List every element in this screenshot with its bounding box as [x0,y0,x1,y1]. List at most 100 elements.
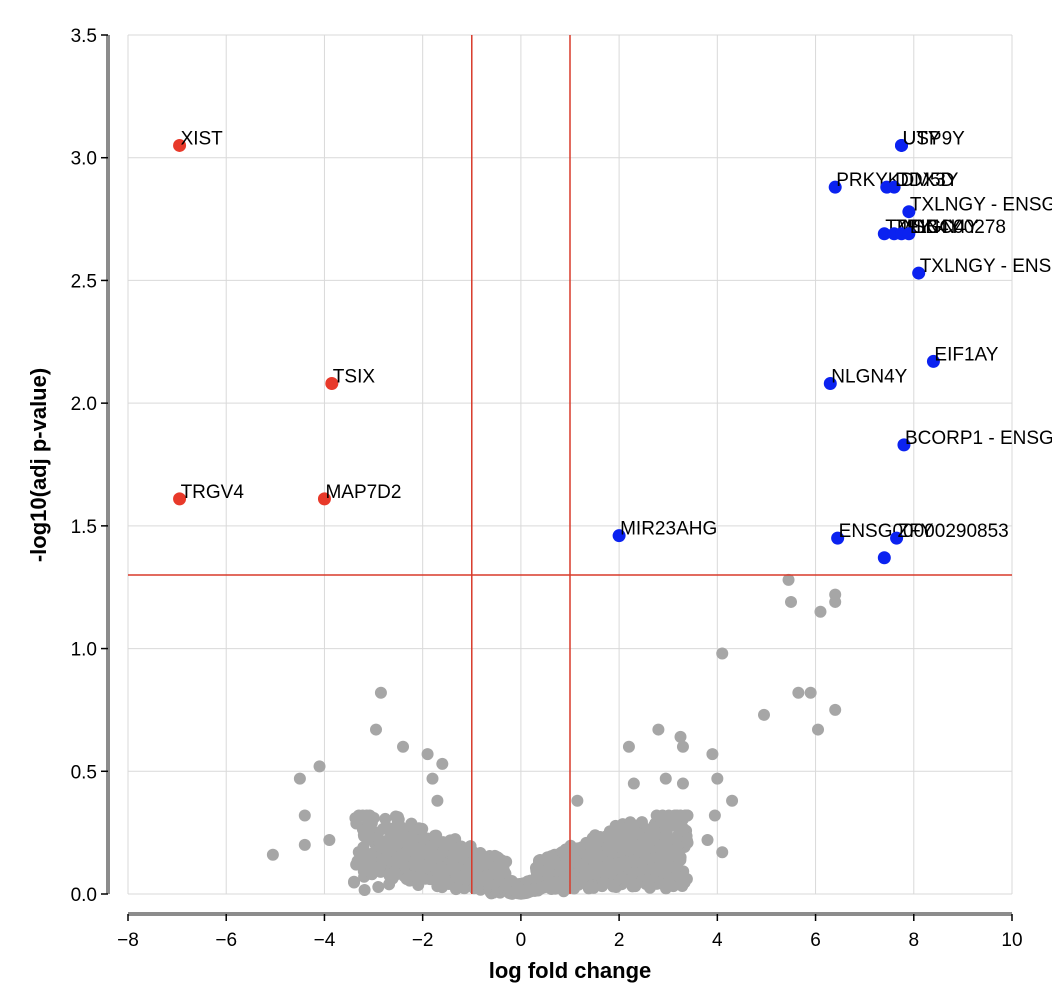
nonsignificant-point [357,865,370,878]
point-label: MAP7D2 [325,482,401,503]
significant-point [823,377,837,391]
nonsignificant-point [472,857,485,870]
nonsignificant-point [591,836,604,849]
nonsignificant-point [667,880,680,893]
nonsignificant-point [669,832,682,845]
nonsignificant-outlier-point [298,809,311,822]
nonsignificant-outlier-point [701,834,714,847]
point-label: TXLNGY - ENSG00000131002 [920,256,1052,277]
nonsignificant-outlier-points [266,573,842,861]
nonsignificant-point [577,871,590,884]
nonsignificant-point [400,873,413,886]
nonsignificant-point [562,858,575,871]
nonsignificant-outlier-point [757,708,770,721]
nonsignificant-point [661,847,674,860]
nonsignificant-point [623,844,636,857]
nonsignificant-outlier-point [374,686,387,699]
nonsignificant-point [348,875,361,888]
nonsignificant-point [656,809,669,822]
nonsignificant-outlier-point [421,748,434,761]
y-tick-label: 3.5 [71,26,97,47]
nonsignificant-outlier-point [726,794,739,807]
nonsignificant-outlier-point [716,647,729,660]
x-tick-label: 6 [810,930,821,951]
nonsignificant-outlier-point [370,723,383,736]
y-tick-label: 2.0 [71,394,97,415]
x-tick-label: −8 [117,930,139,951]
nonsignificant-point [587,881,600,894]
nonsignificant-outlier-point [622,740,635,753]
nonsignificant-points [348,809,694,900]
significant-point [897,438,911,452]
nonsignificant-point [677,822,690,835]
significant-point [895,138,908,152]
nonsignificant-point [405,818,418,831]
nonsignificant-point [354,849,367,862]
x-axis-title: log fold change [489,958,652,983]
nonsignificant-point [556,845,569,858]
nonsignificant-point [639,844,652,857]
nonsignificant-point [612,861,625,874]
significant-point [173,492,187,506]
point-label: TSIX [333,367,376,388]
nonsignificant-point [444,863,457,876]
nonsignificant-point [672,851,685,864]
nonsignificant-point [434,861,447,874]
significant-point [926,354,940,368]
point-label: PRKY [836,170,888,191]
nonsignificant-point [399,836,412,849]
nonsignificant-outlier-point [431,794,444,807]
significant-point [831,531,845,545]
y-tick-label: 2.5 [71,271,97,292]
nonsignificant-outlier-point [814,605,827,618]
nonsignificant-point [589,865,602,878]
nonsignificant-point [460,844,473,857]
y-tick-label: 3.0 [71,149,97,170]
x-tick-label: −6 [215,930,237,951]
point-label: MIR23AHG [620,519,717,540]
nonsignificant-point [358,883,371,896]
significant-point [877,227,891,241]
nonsignificant-outlier-point [829,703,842,716]
nonsignificant-point [556,875,569,888]
nonsignificant-point [670,861,683,874]
point-label: TXLNGY - ENSG00000131002 [910,195,1052,216]
significant-point [912,266,926,280]
point-label: NLGN4Y [903,217,979,238]
point-label: UTY [903,128,941,149]
x-tick-label: −4 [314,930,336,951]
nonsignificant-outlier-point [436,757,449,770]
point-label: EIF1AY [934,344,998,365]
nonsignificant-outlier-point [676,740,689,753]
nonsignificant-outlier-point [397,740,410,753]
nonsignificant-point [613,821,626,834]
nonsignificant-outlier-point [674,730,687,743]
nonsignificant-outlier-point [266,848,279,861]
y-tick-label: 1.5 [71,517,97,538]
nonsignificant-point [524,885,537,898]
nonsignificant-outlier-point [829,595,842,608]
nonsignificant-outlier-point [571,794,584,807]
x-tick-label: −2 [412,930,434,951]
nonsignificant-point [413,822,426,835]
nonsignificant-outlier-point [708,809,721,822]
nonsignificant-point [391,811,404,824]
nonsignificant-outlier-point [706,748,719,761]
point-label: LINC00278 [910,217,1006,238]
y-tick-label: 1.0 [71,640,97,661]
nonsignificant-point [632,827,645,840]
nonsignificant-point [349,812,362,825]
nonsignificant-point [417,832,430,845]
nonsignificant-point [483,877,496,890]
point-label: KDM5D [888,170,955,191]
point-label: DDX3Y [895,170,959,191]
nonsignificant-outlier-point [711,772,724,785]
nonsignificant-point [373,860,386,873]
nonsignificant-point [591,848,604,861]
nonsignificant-point [642,874,655,887]
x-tick-label: 8 [908,930,919,951]
y-axis-title: -log10(adj p-value) [26,368,51,562]
nonsignificant-point [379,812,392,825]
nonsignificant-point [468,869,481,882]
significant-point [325,377,339,391]
